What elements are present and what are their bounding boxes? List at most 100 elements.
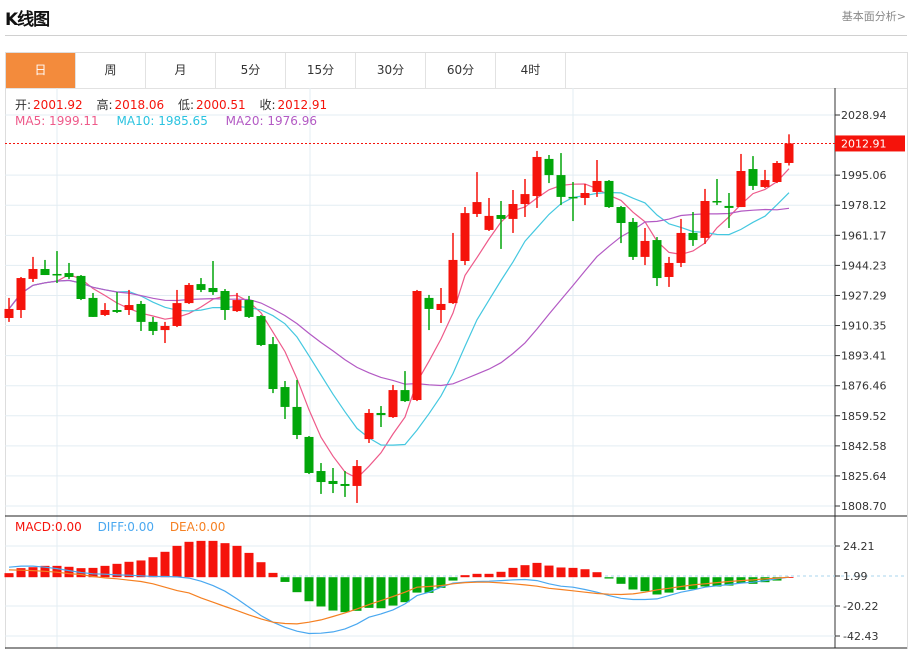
macd-bar [292, 577, 302, 593]
candle [136, 300, 146, 331]
macd-bar [700, 577, 710, 587]
candle-body [304, 436, 314, 473]
macd-bar [688, 577, 698, 590]
candle [88, 292, 98, 317]
macd-bar [244, 552, 254, 578]
open-label: 开: [15, 98, 32, 112]
candle [4, 297, 14, 322]
candle-body [148, 321, 158, 331]
tab-30min[interactable]: 30分 [356, 53, 426, 88]
ma20-line [8, 207, 790, 387]
candle-body [64, 273, 74, 277]
tab-week[interactable]: 周 [76, 53, 146, 88]
candle-body [484, 215, 494, 230]
y-tick-label: 1825.64 [841, 470, 887, 483]
candle-body [520, 194, 530, 205]
candle [16, 276, 26, 318]
macd-bar [592, 572, 602, 578]
candle-body [772, 163, 782, 183]
macd-bar [400, 577, 410, 603]
candle-body [136, 303, 146, 322]
candle-body [220, 291, 230, 311]
macd-bar [448, 577, 458, 581]
y-tick-label: 1808.70 [841, 500, 887, 513]
high-value: 2018.06 [114, 98, 165, 112]
candle [64, 262, 74, 279]
macd-bar [160, 551, 170, 578]
candle-body [532, 156, 542, 197]
dea-value: DEA:0.00 [169, 520, 226, 534]
y-tick-label: 1961.17 [841, 229, 887, 242]
candle-body [256, 316, 266, 345]
fundamental-analysis-link[interactable]: 基本面分析> [841, 10, 906, 23]
ma10-line [8, 191, 790, 446]
macd-bar [616, 577, 626, 584]
candle [436, 287, 446, 323]
tab-5min[interactable]: 5分 [216, 53, 286, 88]
y-tick-label: 1859.52 [841, 410, 887, 423]
tab-4hour[interactable]: 4时 [496, 53, 566, 88]
candle-body [268, 344, 278, 390]
candle [736, 153, 746, 208]
candle-body [40, 268, 50, 276]
candle [772, 161, 782, 184]
candle-body [292, 406, 302, 435]
macd-readout: MACD:0.00 DIFF:0.00 DEA:0.00 [15, 520, 227, 534]
candle-body [688, 232, 698, 241]
tab-month[interactable]: 月 [146, 53, 216, 88]
candle [160, 321, 170, 344]
macd-bar [436, 577, 446, 588]
candle-body [508, 204, 518, 219]
candle [208, 261, 218, 295]
macd-bar [172, 545, 182, 578]
candle [100, 303, 110, 317]
candle-body [760, 180, 770, 187]
candle-body [328, 480, 338, 484]
tab-60min[interactable]: 60分 [426, 53, 496, 88]
macd-bar [412, 577, 422, 593]
candle-body [460, 213, 470, 262]
y-tick-label: 1927.29 [841, 289, 887, 302]
candle [220, 289, 230, 320]
candle-body [556, 175, 566, 197]
current-price-tag [835, 135, 905, 152]
kline-chart-panel: 日 周 月 5分 15分 30分 60分 4时 [5, 52, 908, 649]
candle-body [76, 275, 86, 299]
macd-bar [520, 565, 530, 578]
candle [484, 197, 494, 232]
tab-day[interactable]: 日 [6, 53, 76, 88]
y-tick-label: 1944.23 [841, 259, 887, 272]
macd-y-tick-label: 24.21 [843, 540, 875, 553]
candle-body [736, 170, 746, 208]
macd-bar [304, 577, 314, 602]
candle [712, 178, 722, 206]
diff-line [8, 565, 790, 635]
candle [460, 207, 470, 266]
candle [376, 406, 386, 427]
candle [280, 381, 290, 420]
macd-bar [376, 577, 386, 609]
dea-line [8, 569, 790, 625]
candle-body [316, 471, 326, 483]
macd-bar [508, 567, 518, 578]
tab-15min[interactable]: 15分 [286, 53, 356, 88]
candle-body [604, 180, 614, 208]
candle [196, 278, 206, 293]
candle [424, 294, 434, 331]
candle-body [472, 202, 482, 214]
candle [640, 227, 650, 266]
macd-bar [88, 567, 98, 578]
candle [508, 189, 518, 233]
candle [748, 156, 758, 190]
macd-bar [484, 573, 494, 578]
candle [604, 180, 614, 208]
candle [664, 256, 674, 287]
candle [184, 283, 194, 304]
candle-body [280, 387, 290, 407]
candle [556, 153, 566, 206]
candle [256, 314, 266, 347]
macd-bar [628, 577, 638, 590]
candle [532, 150, 542, 208]
candle-body [52, 273, 62, 276]
